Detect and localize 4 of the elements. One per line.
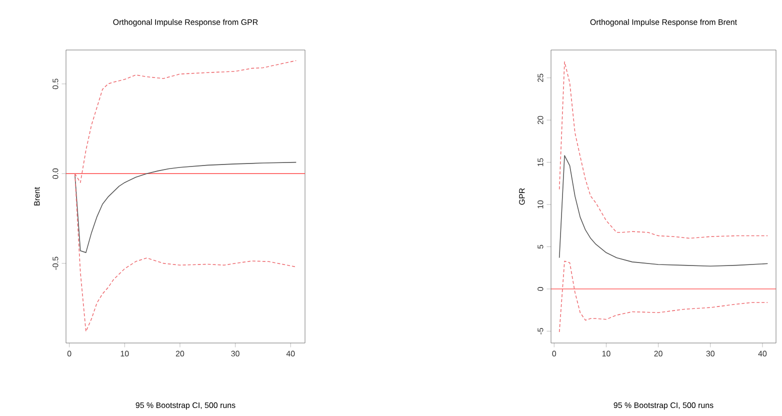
line-series — [74, 162, 297, 253]
line-series — [558, 155, 768, 267]
line-series — [558, 260, 768, 332]
line-series — [558, 61, 768, 239]
